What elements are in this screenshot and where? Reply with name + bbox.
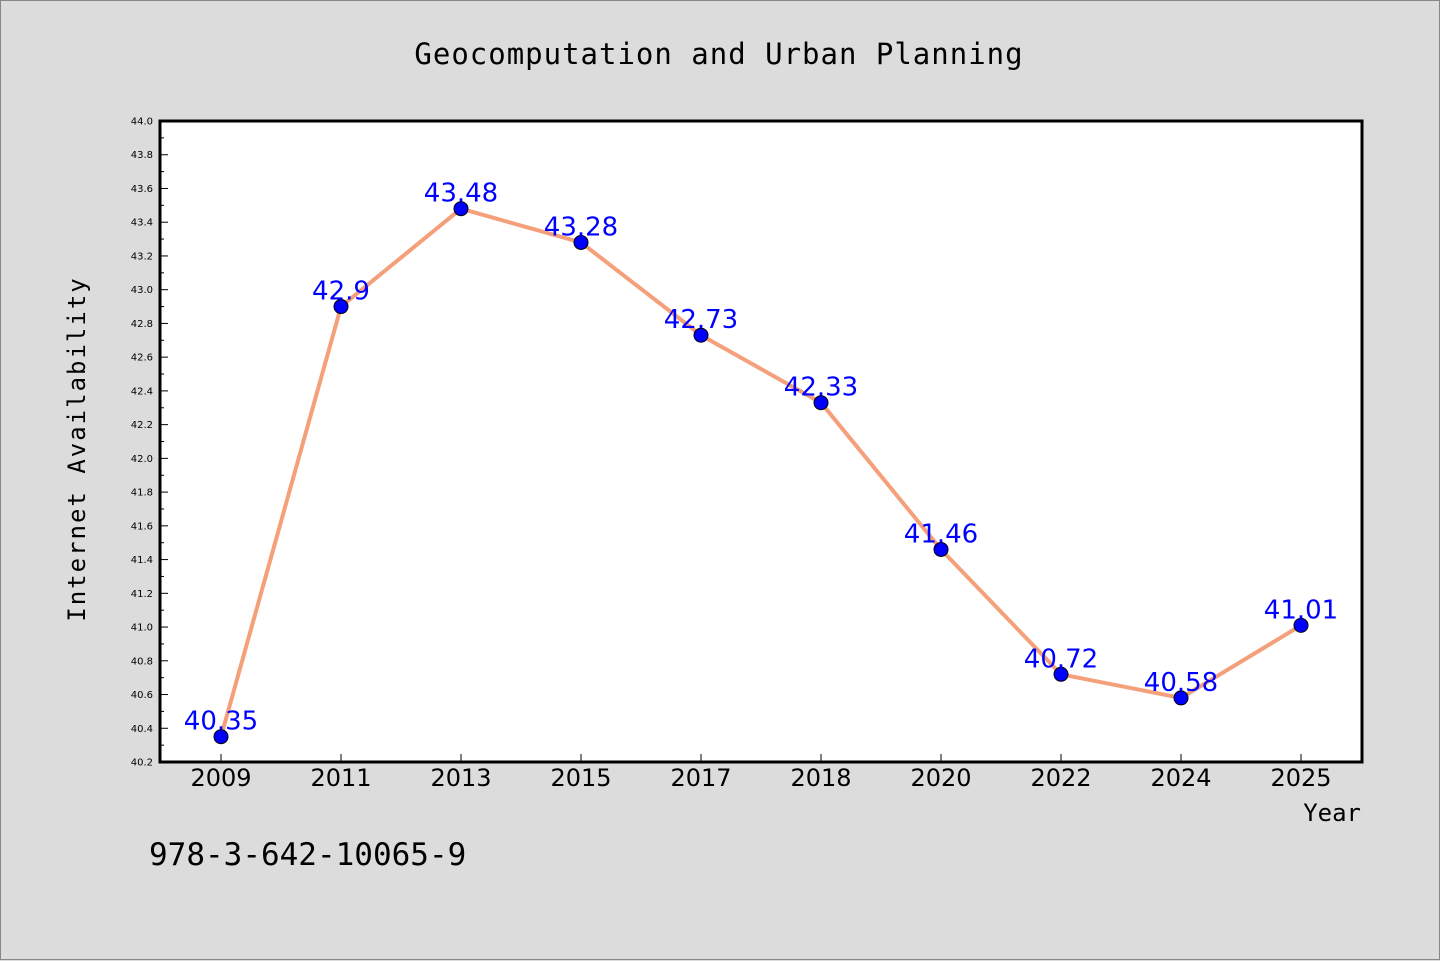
- y-tick-label: 41.8: [131, 488, 153, 499]
- data-label: 42.9: [312, 277, 370, 307]
- data-point: [1173, 690, 1189, 706]
- data-label: 41.01: [1264, 595, 1338, 625]
- x-tick-label: 2017: [670, 764, 731, 792]
- y-tick-label: 44.0: [131, 117, 153, 128]
- y-tick-label: 40.8: [131, 656, 153, 667]
- data-point: [573, 234, 589, 250]
- series-line: [219, 206, 1303, 738]
- x-axis: 2009 2011 2013 2015 2017 2018 2020 2022 2024 2025: [190, 754, 1332, 792]
- data-label: 42.33: [784, 373, 858, 403]
- isbn-footnote: 978-3-642-10065-9: [149, 837, 466, 873]
- x-tick-label: 2013: [430, 764, 491, 792]
- y-tick-label: 41.4: [131, 555, 153, 566]
- data-label: 41.46: [904, 519, 978, 549]
- y-tick-label: 41.0: [131, 623, 153, 634]
- y-tick-label: 42.2: [131, 420, 153, 431]
- y-axis: 40.2 40.4 40.6 40.8 41.0 41.2 41.4 41.6 41.8 42.0…: [131, 117, 168, 769]
- y-tick-label: 43.4: [131, 218, 153, 229]
- x-tick-label: 2020: [910, 764, 971, 792]
- chart-title: Geocomputation and Urban Planning: [414, 37, 1023, 71]
- data-point: [1053, 666, 1069, 682]
- data-point: [453, 201, 469, 217]
- data-label: 42.73: [664, 305, 738, 335]
- y-tick-label: 43.6: [131, 184, 153, 195]
- data-point: [933, 541, 949, 557]
- y-axis-label: Internet Availability: [63, 276, 91, 621]
- data-label: 40.58: [1144, 668, 1218, 698]
- y-tick-label: 43.2: [131, 251, 153, 262]
- x-tick-label: 2011: [310, 764, 371, 792]
- x-axis-label: Year: [1303, 799, 1361, 827]
- data-point: [213, 729, 229, 745]
- plot-border: [158, 119, 1364, 764]
- data-point: [693, 327, 709, 343]
- data-point: [1293, 617, 1309, 633]
- y-tick-label: 41.2: [131, 589, 153, 600]
- y-tick-label: 40.4: [131, 724, 153, 735]
- x-tick-label: 2022: [1030, 764, 1091, 792]
- y-tick-label: 42.0: [131, 454, 153, 465]
- data-label: 40.35: [184, 707, 258, 737]
- plot-area: [160, 121, 1362, 762]
- y-tick-label: 42.6: [131, 353, 153, 364]
- y-tick-label: 40.2: [131, 758, 153, 769]
- x-tick-label: 2025: [1270, 764, 1331, 792]
- x-tick-label: 2024: [1150, 764, 1211, 792]
- x-tick-label: 2015: [550, 764, 611, 792]
- y-tick-label: 42.4: [131, 386, 153, 397]
- x-tick-label: 2018: [790, 764, 851, 792]
- y-tick-label: 42.8: [131, 319, 153, 330]
- data-label: 43.48: [424, 179, 498, 209]
- series-group: 40.35 42.9 43.48 43.28 42.73 42.33 41.46 40.72 4…: [184, 179, 1338, 745]
- x-tick-label: 2009: [190, 764, 251, 792]
- y-tick-label: 41.6: [131, 521, 153, 532]
- data-label: 43.28: [544, 212, 618, 242]
- y-tick-label: 40.6: [131, 690, 153, 701]
- data-point: [813, 395, 829, 411]
- data-label: 40.72: [1024, 644, 1098, 674]
- data-point: [333, 299, 349, 315]
- y-tick-label: 43.0: [131, 285, 153, 296]
- y-tick-label: 43.8: [131, 150, 153, 161]
